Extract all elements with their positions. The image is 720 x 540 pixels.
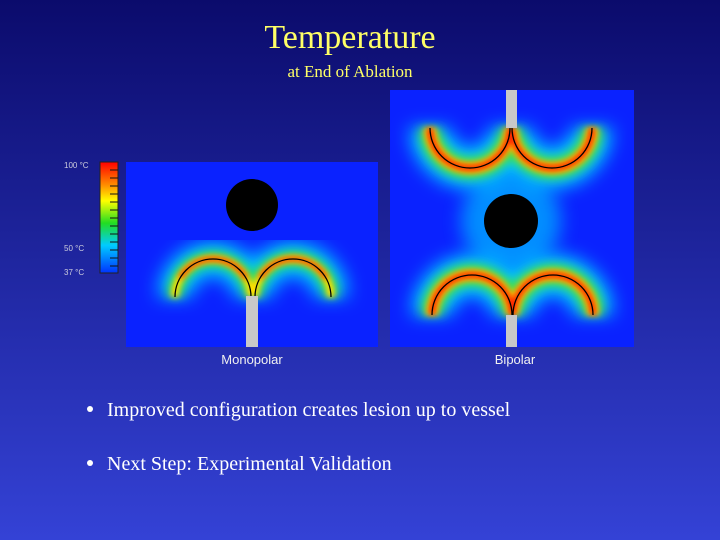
bipolar-image xyxy=(390,90,634,347)
bullet-text: Improved configuration creates lesion up… xyxy=(107,399,511,421)
scale-label: 50 °C xyxy=(64,244,84,253)
bullet-dot xyxy=(87,460,93,466)
bullet-text: Next Step: Experimental Validation xyxy=(107,453,392,475)
monopolar-image xyxy=(126,162,378,347)
color-bar-ticks xyxy=(110,169,118,267)
title: Temperature xyxy=(264,19,435,56)
subtitle: at End of Ablation xyxy=(287,62,413,81)
panel-caption: Monopolar xyxy=(221,352,283,367)
scale-label: 37 °C xyxy=(64,268,84,277)
panel-caption: Bipolar xyxy=(495,352,536,367)
bullet-dot xyxy=(87,406,93,412)
scale-label: 100 °C xyxy=(64,161,89,170)
